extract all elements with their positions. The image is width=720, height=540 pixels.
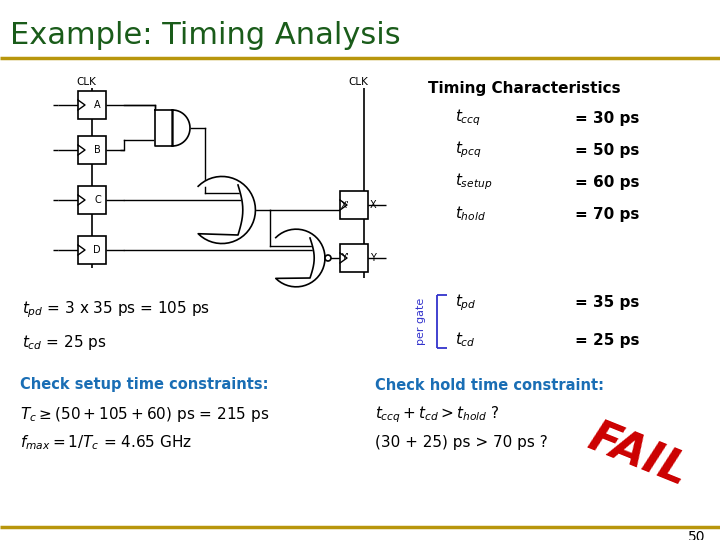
Text: CLK: CLK — [76, 77, 96, 87]
Text: (30 + 25) ps > 70 ps ?: (30 + 25) ps > 70 ps ? — [375, 435, 548, 450]
Polygon shape — [155, 110, 190, 146]
Text: A: A — [94, 100, 101, 110]
Text: per gate: per gate — [416, 298, 426, 345]
Bar — [78, 91, 106, 119]
Text: = 50 ps: = 50 ps — [575, 143, 639, 158]
Circle shape — [325, 255, 331, 261]
Text: D: D — [94, 245, 101, 255]
Text: 50: 50 — [688, 530, 705, 540]
Text: = 70 ps: = 70 ps — [575, 206, 639, 221]
Bar — [78, 236, 106, 264]
Text: = 25 ps: = 25 ps — [575, 333, 639, 348]
Text: Check setup time constraints:: Check setup time constraints: — [20, 377, 269, 393]
Polygon shape — [276, 229, 325, 287]
Polygon shape — [198, 177, 256, 244]
Text: Example: Timing Analysis: Example: Timing Analysis — [10, 22, 400, 51]
Text: Y: Y — [370, 253, 376, 263]
Text: = 35 ps: = 35 ps — [575, 295, 639, 310]
Text: C: C — [94, 195, 101, 205]
Text: $t_{cd}$: $t_{cd}$ — [455, 330, 476, 349]
Text: CLK: CLK — [348, 77, 368, 87]
Text: Check hold time constraint:: Check hold time constraint: — [375, 377, 604, 393]
Text: $t_{ccq} + t_{cd} > t_{hold}$ ?: $t_{ccq} + t_{cd} > t_{hold}$ ? — [375, 404, 500, 426]
Text: $t_{pd}$ = 3 x 35 ps = 105 ps: $t_{pd}$ = 3 x 35 ps = 105 ps — [22, 300, 210, 320]
Text: $T_c \geq (50 + 105 + 60)$ ps = 215 ps: $T_c \geq (50 + 105 + 60)$ ps = 215 ps — [20, 406, 269, 424]
Text: X: X — [370, 200, 377, 210]
Text: = 60 ps: = 60 ps — [575, 174, 639, 190]
Text: $t_{ccq}$: $t_{ccq}$ — [455, 107, 481, 129]
Text: = 30 ps: = 30 ps — [575, 111, 639, 125]
Text: FAIL: FAIL — [582, 416, 694, 495]
Text: B: B — [94, 145, 101, 155]
Bar — [340, 244, 368, 272]
Text: Y': Y' — [341, 253, 349, 262]
Text: Timing Characteristics: Timing Characteristics — [428, 80, 621, 96]
Text: $t_{cd}$ = 25 ps: $t_{cd}$ = 25 ps — [22, 333, 107, 352]
Bar — [340, 191, 368, 219]
Text: $t_{setup}$: $t_{setup}$ — [455, 172, 492, 192]
Text: X': X' — [341, 200, 350, 210]
Bar — [78, 136, 106, 164]
Text: $t_{pd}$: $t_{pd}$ — [455, 293, 477, 313]
Bar — [78, 186, 106, 214]
Text: $f_{max} = 1/T_c$ = 4.65 GHz: $f_{max} = 1/T_c$ = 4.65 GHz — [20, 434, 192, 453]
Text: $t_{pcq}$: $t_{pcq}$ — [455, 140, 482, 160]
Text: $t_{hold}$: $t_{hold}$ — [455, 205, 486, 224]
